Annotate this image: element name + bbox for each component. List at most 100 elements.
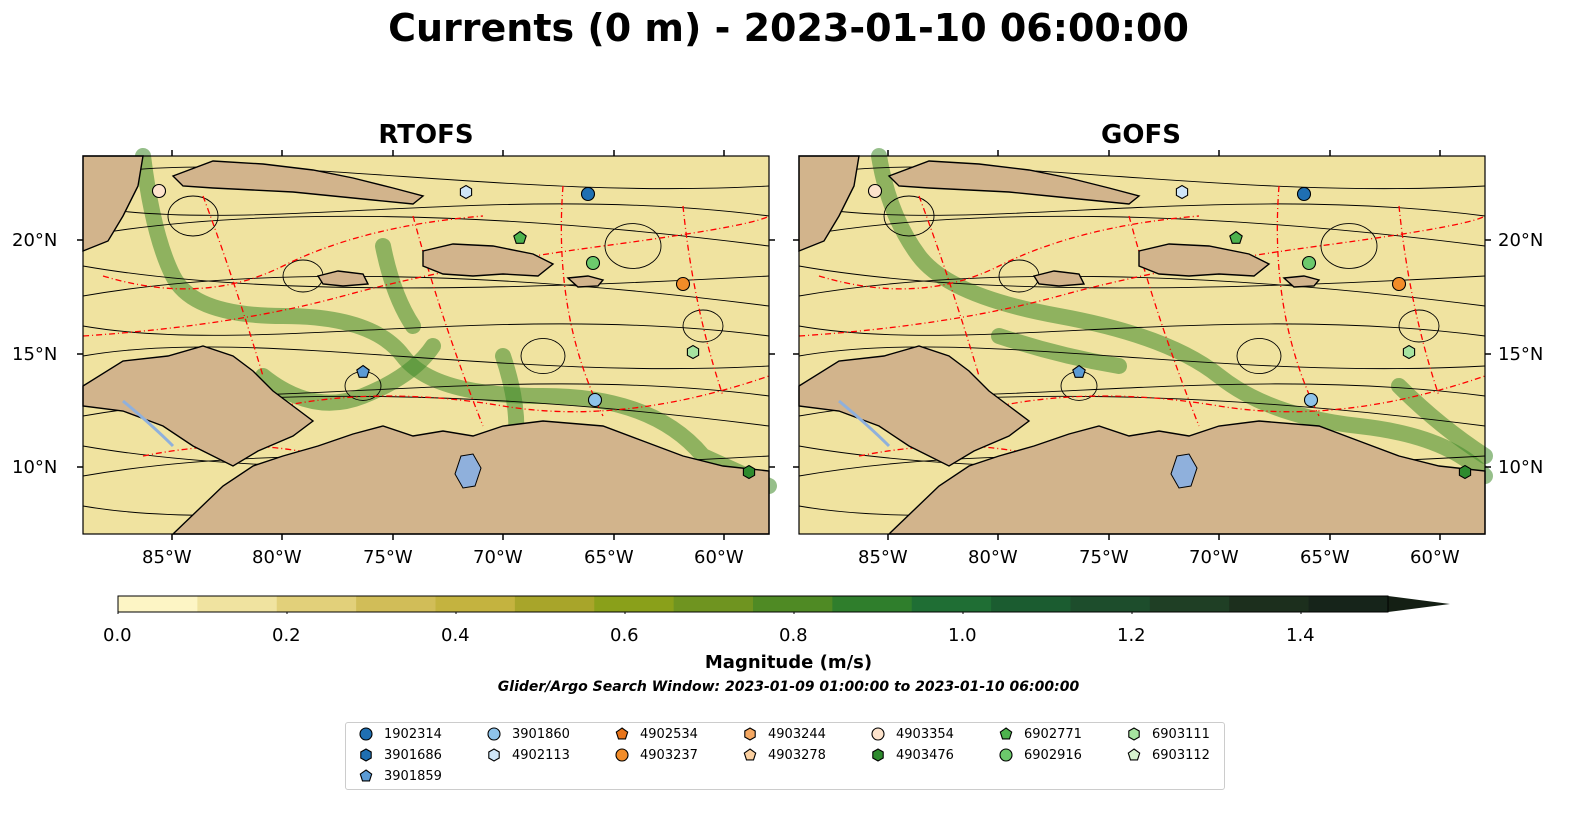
eez-boundary [798,215,1486,337]
land-mass [1032,270,1086,287]
streamline [82,323,770,337]
lon-label-75w-rtofs: 75°W [363,547,413,568]
land-mass [798,345,1031,467]
streamline [798,265,1486,289]
streamline [798,203,1486,217]
eez-boundary [560,185,604,417]
legend-marker-shape [871,727,885,741]
legend-label: 6902771 [1024,726,1082,742]
current-jet [375,238,421,334]
legend-marker-icon [359,727,373,741]
legend-marker-icon [615,727,629,740]
eez-boundary [1398,205,1440,397]
colorbar-segment [832,596,913,612]
colorbar-frame [117,595,1389,613]
legend-entry-4903476: 4903476 [870,747,954,763]
float-marker-3901860 [587,392,603,408]
float-marker-4903354 [867,183,883,199]
eddy-streamline [604,223,662,269]
eddy-streamline [1398,309,1440,343]
figure-title: Currents (0 m) - 2023-01-10 06:00:00 [388,6,1189,50]
map-rtofs [77,148,777,540]
float-marker-6903111 [1402,344,1416,360]
streamline [798,166,1486,190]
streamline [798,323,1486,337]
colorbar-segment [1308,596,1389,612]
colorbar-label: Magnitude (m/s) [704,652,873,673]
lon-label-60w-gofs: 60°W [1410,547,1460,568]
legend-marker-icon [999,727,1013,740]
float-marker-6902916 [1301,255,1317,271]
legend-label: 1902314 [384,726,442,742]
legend: 1902314 3901686 3901859 3901860 4902113 49025… [345,722,1225,790]
lon-label-60w-rtofs: 60°W [694,547,744,568]
lat-label-15n-right: 15°N [1498,344,1544,365]
legend-marker-shape [743,748,757,761]
colorbar [117,595,1450,614]
map-gofs [793,148,1493,540]
float-marker-4903354 [151,183,167,199]
colorbar-tick-3: 0.6 [610,625,639,646]
legend-marker-shape [615,748,629,762]
legend-marker-icon [871,727,885,741]
legend-marker-shape [359,769,373,782]
land-mass [171,160,425,205]
colorbar-segment [435,596,516,612]
eddy-streamline [520,337,566,375]
float-marker-6902916 [585,255,601,271]
current-jet [871,148,1493,484]
legend-entry-6902771: 6902771 [998,726,1082,742]
colorbar-segment [991,596,1071,612]
eez-boundary [818,215,1200,290]
legend-label: 6902916 [1024,747,1082,763]
legend-marker-shape [999,748,1013,762]
legend-marker-shape [872,748,884,762]
legend-entry-4902113: 4902113 [486,747,570,763]
current-jet [991,328,1127,374]
legend-label: 4903244 [768,726,826,742]
land-mass [316,270,370,287]
lon-label-70w-gofs: 70°W [1189,547,1239,568]
search-window-text: Glider/Argo Search Window: 2023-01-09 01… [497,679,1080,695]
colorbar-tick-1: 0.2 [272,625,301,646]
colorbar-segment [594,596,675,612]
lat-label-10n-right: 10°N [1498,457,1544,478]
float-marker-3901860 [1303,392,1319,408]
legend-marker-shape [1128,727,1140,741]
float-marker-4903237 [675,276,691,292]
colorbar-tick-2: 0.4 [441,625,470,646]
legend-label: 3901860 [512,726,570,742]
lon-label-65w-gofs: 65°W [1300,547,1350,568]
eez-boundary [82,215,770,337]
legend-marker-shape [359,727,373,741]
eez-boundary [412,215,484,427]
land-mass [82,345,315,467]
colorbar-segment [1229,596,1310,612]
eez-boundary [998,375,1486,413]
legend-label: 4903476 [896,747,954,763]
legend-entry-6902916: 6902916 [998,747,1082,763]
colorbar-tick-4: 0.8 [779,625,808,646]
legend-marker-shape [487,727,501,741]
legend-marker-icon [615,748,629,762]
legend-label: 6903112 [1152,747,1210,763]
legend-label: 4902113 [512,747,570,763]
float-marker-1902314 [1296,186,1312,202]
lat-label-10n-left: 10°N [12,457,58,478]
eddy-streamline [167,195,219,237]
lat-label-20n-left: 20°N [12,230,58,251]
colorbar-tick-6: 1.2 [1117,625,1146,646]
legend-entry-4903278: 4903278 [742,747,826,763]
colorbar-tick-7: 1.4 [1286,625,1315,646]
float-marker-4903237 [1391,276,1407,292]
eez-boundary [1128,215,1200,427]
legend-entry-3901860: 3901860 [486,726,570,742]
colorbar-segment [197,596,278,612]
land-mass [422,243,555,277]
streamline [82,166,770,190]
legend-marker-icon [744,727,756,741]
lat-label-15n-left: 15°N [12,344,58,365]
eddy-streamline [682,309,724,343]
lake-maracaibo [1170,453,1198,489]
eez-boundary [102,215,484,290]
